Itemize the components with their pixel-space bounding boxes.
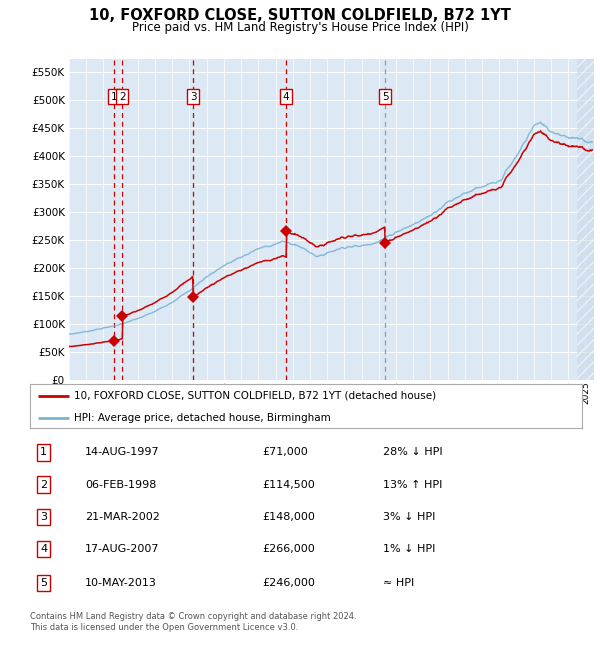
Text: ≈ HPI: ≈ HPI <box>383 578 415 588</box>
Text: 13% ↑ HPI: 13% ↑ HPI <box>383 480 443 489</box>
Text: This data is licensed under the Open Government Licence v3.0.: This data is licensed under the Open Gov… <box>30 623 298 632</box>
Text: 1: 1 <box>111 92 118 101</box>
Text: 3: 3 <box>40 512 47 522</box>
Text: 10, FOXFORD CLOSE, SUTTON COLDFIELD, B72 1YT: 10, FOXFORD CLOSE, SUTTON COLDFIELD, B72… <box>89 8 511 23</box>
Text: 4: 4 <box>283 92 290 101</box>
Text: £246,000: £246,000 <box>262 578 315 588</box>
Text: Price paid vs. HM Land Registry's House Price Index (HPI): Price paid vs. HM Land Registry's House … <box>131 21 469 34</box>
Text: 17-AUG-2007: 17-AUG-2007 <box>85 544 160 554</box>
Text: 2: 2 <box>119 92 125 101</box>
Text: 1% ↓ HPI: 1% ↓ HPI <box>383 544 436 554</box>
Text: £266,000: £266,000 <box>262 544 314 554</box>
Text: 28% ↓ HPI: 28% ↓ HPI <box>383 447 443 458</box>
Text: 5: 5 <box>382 92 388 101</box>
Text: 1: 1 <box>40 447 47 458</box>
Text: £114,500: £114,500 <box>262 480 314 489</box>
Text: 4: 4 <box>40 544 47 554</box>
Text: 3% ↓ HPI: 3% ↓ HPI <box>383 512 436 522</box>
Text: 10-MAY-2013: 10-MAY-2013 <box>85 578 157 588</box>
Text: 5: 5 <box>40 578 47 588</box>
Text: £71,000: £71,000 <box>262 447 308 458</box>
Text: 14-AUG-1997: 14-AUG-1997 <box>85 447 160 458</box>
Text: 2: 2 <box>40 480 47 489</box>
Text: HPI: Average price, detached house, Birmingham: HPI: Average price, detached house, Birm… <box>74 413 331 423</box>
Text: 10, FOXFORD CLOSE, SUTTON COLDFIELD, B72 1YT (detached house): 10, FOXFORD CLOSE, SUTTON COLDFIELD, B72… <box>74 391 436 401</box>
Text: Contains HM Land Registry data © Crown copyright and database right 2024.: Contains HM Land Registry data © Crown c… <box>30 612 356 621</box>
Text: £148,000: £148,000 <box>262 512 315 522</box>
Text: 06-FEB-1998: 06-FEB-1998 <box>85 480 157 489</box>
Text: 21-MAR-2002: 21-MAR-2002 <box>85 512 160 522</box>
Bar <box>577 58 594 380</box>
Text: 3: 3 <box>190 92 197 101</box>
